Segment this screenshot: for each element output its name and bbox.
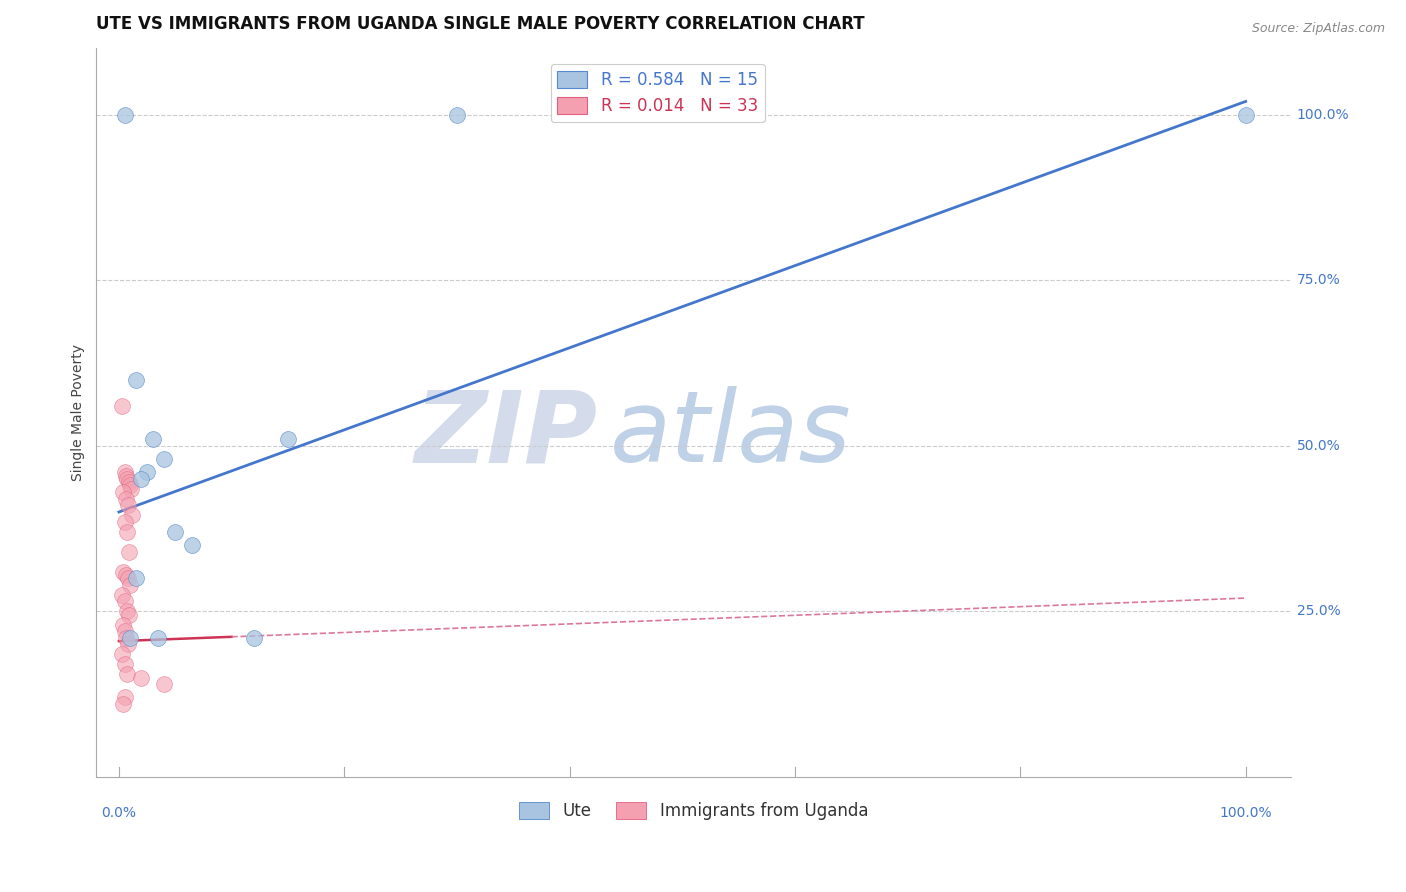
Immigrants from Uganda — [118, 607, 141, 622]
Legend: Ute, Immigrants from Uganda: Ute, Immigrants from Uganda — [512, 796, 875, 827]
Ute — [148, 631, 170, 645]
Ute — [120, 631, 142, 645]
Immigrants from Uganda — [115, 524, 138, 539]
Immigrants from Uganda — [114, 491, 136, 506]
Immigrants from Uganda — [114, 465, 136, 479]
Immigrants from Uganda — [118, 475, 141, 490]
Ute — [153, 452, 176, 467]
Immigrants from Uganda — [111, 648, 134, 662]
Text: 50.0%: 50.0% — [1296, 439, 1340, 453]
Immigrants from Uganda — [117, 571, 139, 585]
Immigrants from Uganda — [114, 624, 136, 639]
Immigrants from Uganda — [118, 545, 141, 559]
Text: 75.0%: 75.0% — [1296, 273, 1340, 287]
Text: Source: ZipAtlas.com: Source: ZipAtlas.com — [1251, 22, 1385, 36]
Immigrants from Uganda — [114, 657, 136, 672]
Ute — [181, 538, 204, 552]
Ute — [446, 108, 468, 122]
Immigrants from Uganda — [131, 671, 153, 685]
Y-axis label: Single Male Poverty: Single Male Poverty — [72, 344, 86, 481]
Immigrants from Uganda — [114, 594, 136, 608]
Ute — [114, 108, 136, 122]
Text: 100.0%: 100.0% — [1219, 806, 1272, 820]
Immigrants from Uganda — [114, 690, 136, 705]
Immigrants from Uganda — [115, 604, 138, 618]
Text: 100.0%: 100.0% — [1296, 108, 1350, 121]
Text: atlas: atlas — [610, 386, 852, 483]
Immigrants from Uganda — [114, 631, 136, 645]
Immigrants from Uganda — [112, 617, 135, 632]
Immigrants from Uganda — [112, 485, 135, 500]
Immigrants from Uganda — [153, 677, 176, 691]
Immigrants from Uganda — [115, 472, 138, 486]
Ute — [165, 524, 187, 539]
Ute — [125, 372, 148, 386]
Ute — [277, 432, 299, 446]
Ute — [136, 465, 159, 479]
Ute — [125, 571, 148, 585]
Immigrants from Uganda — [114, 568, 136, 582]
Text: 25.0%: 25.0% — [1296, 604, 1340, 618]
Ute — [142, 432, 165, 446]
Immigrants from Uganda — [120, 478, 142, 492]
Ute — [1234, 108, 1257, 122]
Ute — [243, 631, 266, 645]
Immigrants from Uganda — [111, 588, 134, 602]
Immigrants from Uganda — [117, 499, 139, 513]
Immigrants from Uganda — [114, 468, 136, 483]
Immigrants from Uganda — [111, 399, 134, 413]
Immigrants from Uganda — [115, 667, 138, 681]
Text: 0.0%: 0.0% — [101, 806, 136, 820]
Text: UTE VS IMMIGRANTS FROM UGANDA SINGLE MALE POVERTY CORRELATION CHART: UTE VS IMMIGRANTS FROM UGANDA SINGLE MAL… — [97, 15, 865, 33]
Text: ZIP: ZIP — [415, 386, 598, 483]
Immigrants from Uganda — [120, 482, 142, 496]
Immigrants from Uganda — [120, 578, 142, 592]
Ute — [131, 472, 153, 486]
Immigrants from Uganda — [114, 515, 136, 529]
Immigrants from Uganda — [121, 508, 143, 523]
Immigrants from Uganda — [112, 697, 135, 711]
Immigrants from Uganda — [112, 565, 135, 579]
Immigrants from Uganda — [117, 637, 139, 651]
